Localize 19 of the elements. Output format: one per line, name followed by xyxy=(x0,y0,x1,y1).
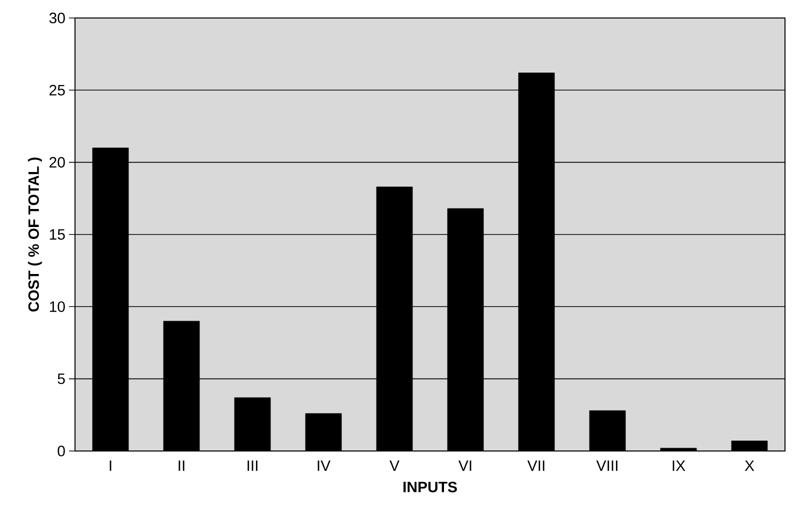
x-tick-label: III xyxy=(248,460,258,471)
x-tick-label: X xyxy=(744,460,754,471)
x-tick-label: V xyxy=(390,460,400,471)
x-axis-title: INPUTS xyxy=(404,482,457,492)
y-tick-label: 15 xyxy=(50,229,65,240)
x-tick-label: IX xyxy=(672,460,686,471)
x-tick-label: VI xyxy=(458,460,472,471)
y-axis-title: COST ( % OF TOTAL ) xyxy=(28,158,42,312)
y-tick-label: 0 xyxy=(58,446,65,456)
x-tick-label: II xyxy=(178,460,184,471)
y-tick-label: 5 xyxy=(58,374,65,384)
y-tick-label: 25 xyxy=(50,84,65,96)
x-tick-label: VIII xyxy=(596,460,618,471)
y-tick-label: 20 xyxy=(50,157,65,168)
x-tick-label: I xyxy=(110,460,112,471)
x-tick-label: IV xyxy=(318,460,331,471)
y-tick-label: 10 xyxy=(50,301,65,312)
x-tick-label: VII xyxy=(527,460,544,471)
y-tick-label: 30 xyxy=(49,12,65,24)
